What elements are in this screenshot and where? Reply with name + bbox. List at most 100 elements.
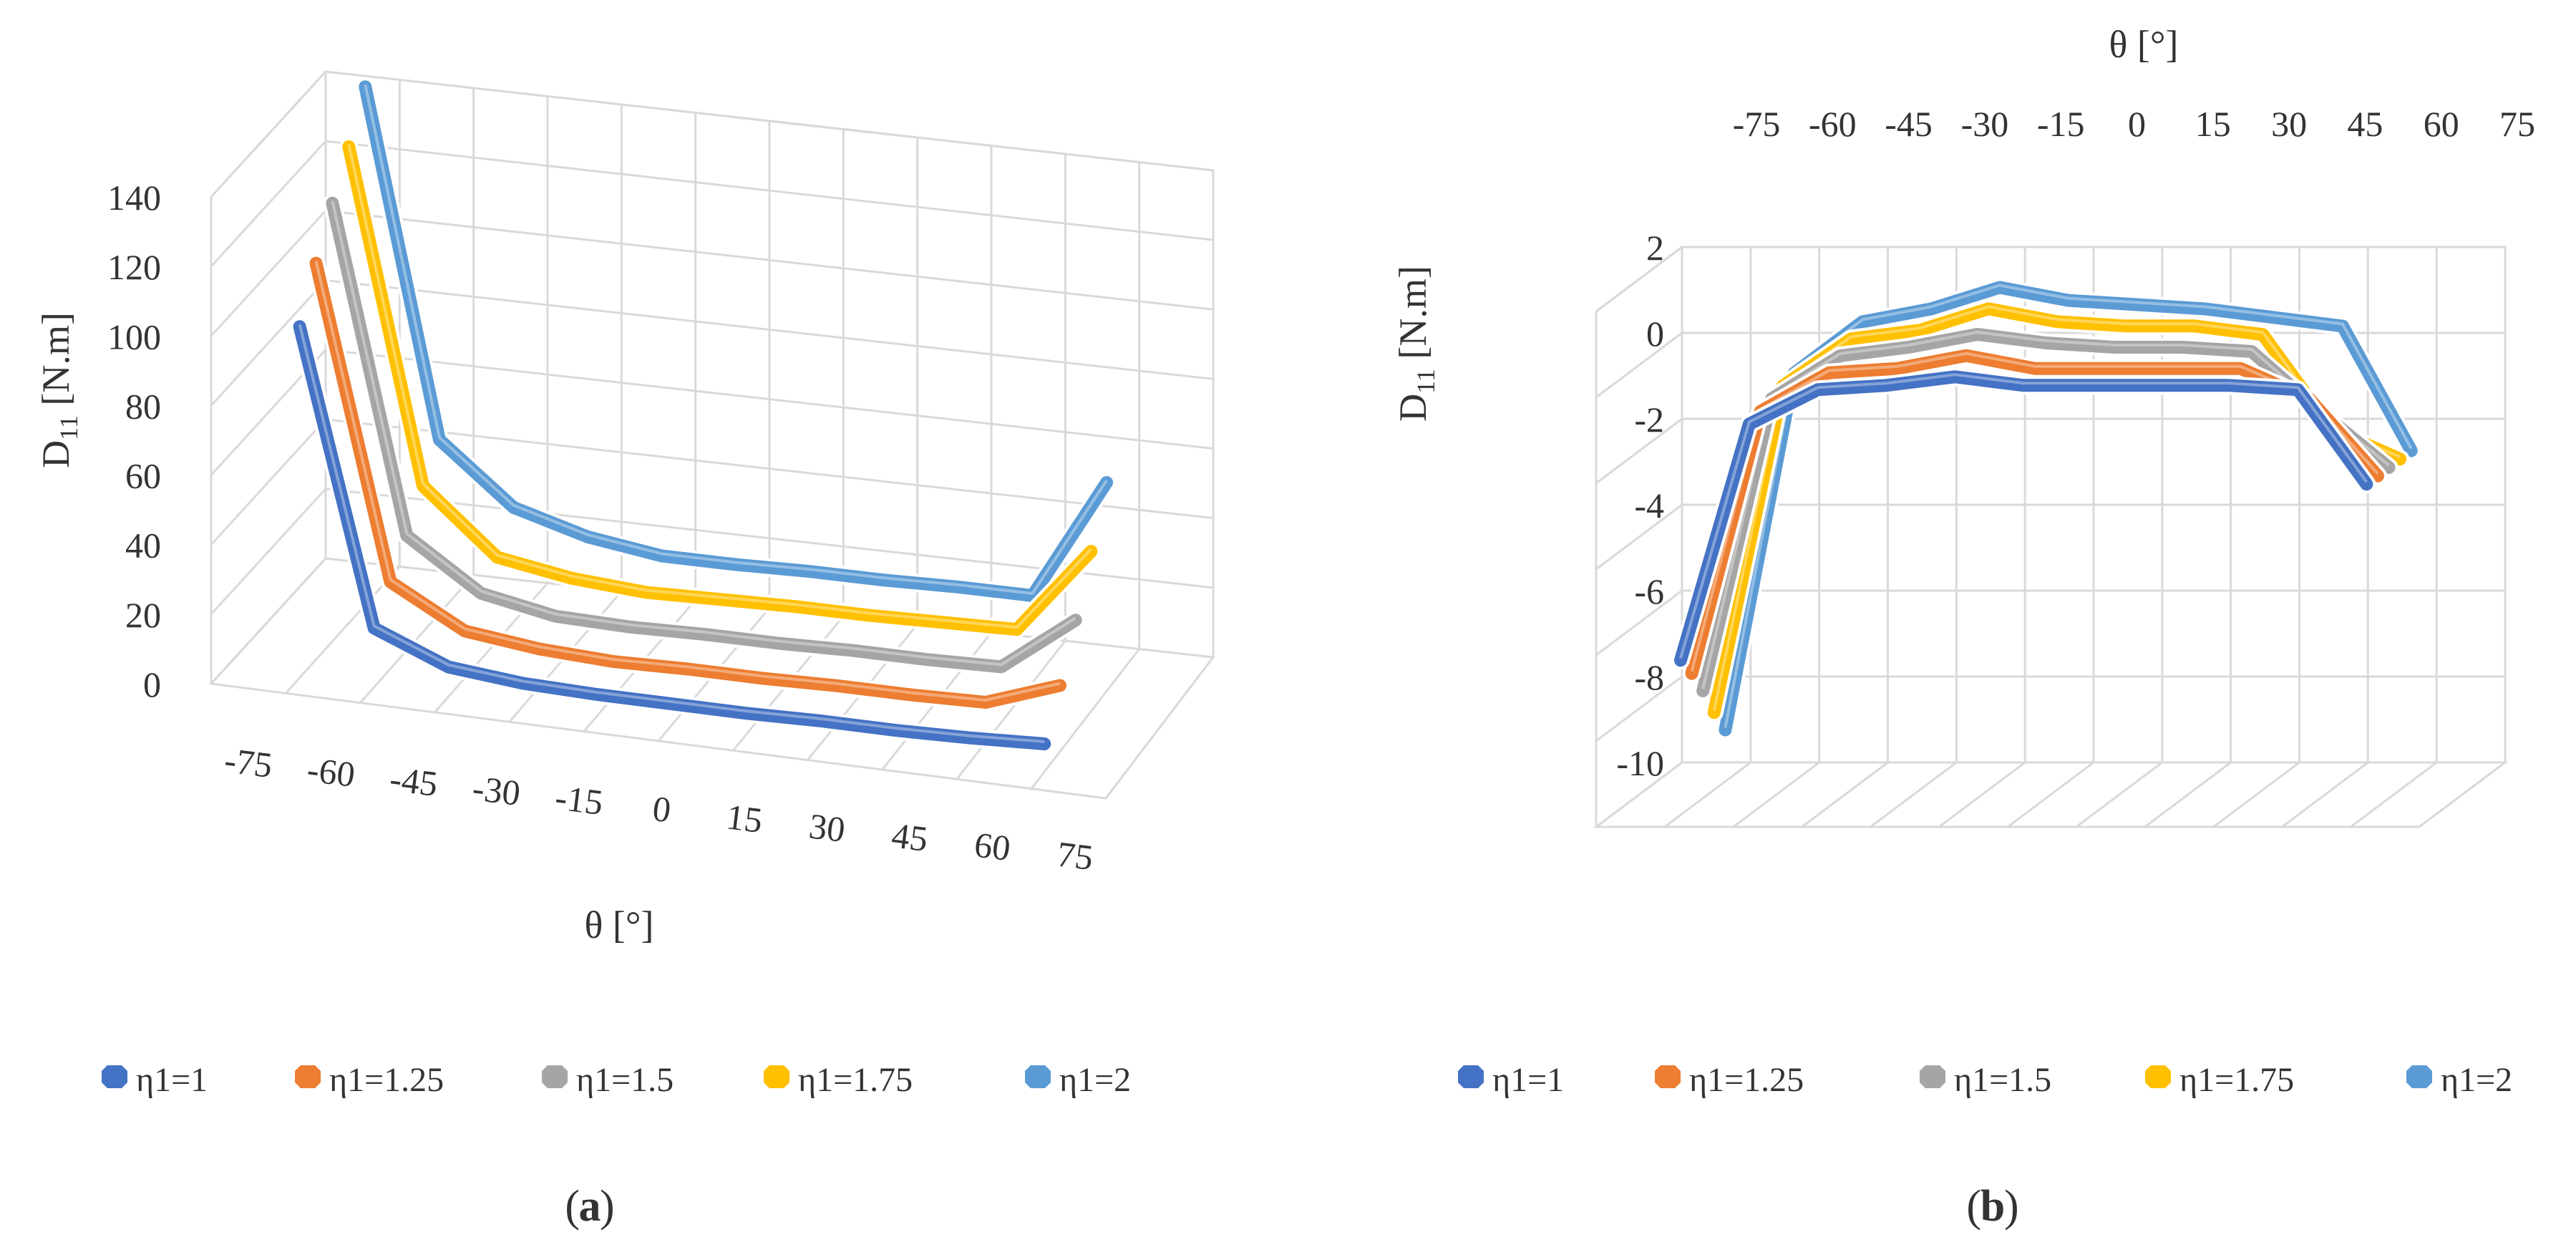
legend-marker — [295, 1065, 321, 1088]
caption-b: ( b ) — [1966, 1182, 2018, 1231]
y-tick-label: 120 — [107, 247, 161, 287]
floor-gridline — [210, 557, 327, 685]
series-line-η1=1.75 — [342, 140, 1098, 636]
legend-entry: η1=1.25 — [329, 1061, 444, 1099]
side-wall-horizontal-gridline — [210, 279, 327, 407]
back-wall-horizontal-gridline — [325, 349, 1214, 450]
back-wall-horizontal-gridline — [325, 209, 1214, 311]
x-tick-label: -75 — [1733, 104, 1781, 144]
x-tick-label: -15 — [2037, 104, 2085, 144]
x-tick-label: 0 — [651, 788, 674, 830]
x-tick-label: -45 — [1885, 104, 1933, 144]
y-axis-label-unit: [N.m] — [34, 312, 77, 415]
legend-marker — [764, 1065, 789, 1088]
side-wall-horizontal-gridline — [210, 140, 327, 268]
legend-entry: η1=1 — [1492, 1061, 1564, 1099]
series-line-highlight — [298, 324, 1045, 743]
y-tick-label: -2 — [1634, 399, 1664, 440]
series-line-highlight — [347, 144, 1092, 629]
back-wall-horizontal-gridline — [325, 418, 1214, 520]
legend-entry: η1=2 — [1059, 1061, 1131, 1099]
y-axis-label-subscript: 11 — [54, 415, 83, 440]
y-axis-label-subscript: 11 — [1411, 369, 1440, 394]
floor-gridline — [1663, 761, 1751, 828]
legend-entry: η1=1 — [136, 1061, 208, 1099]
caption-a-label: a — [579, 1182, 601, 1231]
legend: η1=1 η1=1.25 η1=1.5 η1=1.75 η1=2 — [102, 1061, 1131, 1099]
y-tick-label: -4 — [1634, 485, 1664, 525]
y-tick-label: 60 — [125, 456, 161, 496]
x-tick-label: 15 — [2195, 104, 2231, 144]
side-wall-horizontal-gridline — [1595, 417, 1683, 485]
x-tick-label: -60 — [305, 749, 357, 795]
y-tick-label: 80 — [125, 386, 161, 426]
floor-gridline — [1938, 761, 2026, 828]
series-line-η1=2 — [359, 80, 1114, 602]
side-wall-horizontal-gridline — [1595, 589, 1683, 657]
x-tick-label: 45 — [2347, 104, 2383, 144]
series-line-η1=1.25 — [309, 256, 1066, 709]
floor-gridline — [1870, 761, 1958, 828]
floor-gridline — [1801, 761, 1889, 828]
chart-panel-a: 0 20 40 60 80 100 120 140 D11 [N.m] θ [°] -75 -60 -4… — [34, 70, 1215, 1099]
series-line-highlight — [1690, 352, 2379, 672]
x-tick-label: 60 — [972, 824, 1012, 868]
svg-text:): ) — [2004, 1182, 2019, 1231]
y-tick-label: 2 — [1646, 228, 1664, 268]
y-axis-label-main: D — [34, 440, 77, 468]
series-line-η1=1 — [293, 320, 1051, 750]
floor-gridline — [2281, 761, 2369, 828]
floor-gridline — [2075, 761, 2163, 828]
back-wall-horizontal-gridline — [325, 278, 1214, 380]
x-tick-label: -60 — [1809, 104, 1857, 144]
y-tick-label: 40 — [125, 525, 161, 566]
caption-b-label: b — [1980, 1182, 2005, 1231]
y-tick-label: 0 — [1646, 314, 1664, 354]
series-line-highlight — [314, 261, 1061, 702]
legend-marker — [1458, 1065, 1484, 1088]
side-wall-horizontal-gridline — [1595, 503, 1683, 571]
x-tick-label: 30 — [2271, 104, 2307, 144]
x-tick-label: 75 — [2499, 104, 2535, 144]
legend: η1=1 η1=1.25 η1=1.5 η1=1.75 η1=2 — [1458, 1061, 2512, 1099]
legend-entry: η1=1.5 — [576, 1061, 674, 1099]
series-line-η1=1.5 — [326, 196, 1082, 674]
legend-marker — [2406, 1065, 2432, 1088]
series-line-highlight — [364, 84, 1108, 595]
series-line-η1=1 — [1674, 370, 2373, 667]
svg-text:(: ( — [1966, 1182, 1981, 1231]
x-tick-label: 15 — [724, 796, 764, 840]
floor-gridline — [1595, 761, 1683, 828]
floor-gridline — [2144, 761, 2232, 828]
legend-marker — [1655, 1065, 1681, 1088]
y-axis-label: D11 [N.m] — [1391, 266, 1440, 422]
floor-gridline — [2212, 761, 2300, 828]
y-tick-label: -10 — [1616, 743, 1664, 783]
series-line-outline — [356, 77, 1117, 605]
legend-marker — [2145, 1065, 2171, 1088]
side-wall-horizontal-gridline — [210, 418, 327, 546]
x-axis-label: θ [°] — [585, 903, 654, 946]
x-tick-label: 30 — [807, 805, 847, 850]
floor-gridline — [2419, 761, 2506, 828]
legend-entry: η1=1.5 — [1954, 1061, 2051, 1099]
x-tick-label: -75 — [223, 740, 275, 785]
caption-a: ( a ) — [565, 1182, 614, 1231]
floor-gridline — [285, 566, 401, 694]
y-axis-label-main: D — [1391, 394, 1434, 422]
chart-panel-b: -10 -8 -6 -4 -2 0 2 D11 [N.m] θ [°] -75 -60 -45 -30-… — [1391, 23, 2535, 1099]
legend-entry: η1=1.75 — [2179, 1061, 2294, 1099]
side-wall-horizontal-gridline — [210, 210, 327, 337]
back-wall-horizontal-gridline — [325, 140, 1214, 241]
series-line-highlight — [331, 200, 1076, 667]
y-tick-label: 140 — [107, 178, 161, 218]
back-wall-horizontal-gridline — [325, 70, 1214, 172]
y-tick-label: -8 — [1634, 657, 1664, 697]
series-line-highlight — [1679, 373, 2368, 659]
legend-entry: η1=1.75 — [798, 1061, 913, 1099]
x-tick-label: -15 — [553, 777, 606, 823]
y-tick-label: 0 — [143, 664, 161, 704]
series-group — [290, 77, 1117, 753]
floor-gridline — [359, 574, 475, 704]
